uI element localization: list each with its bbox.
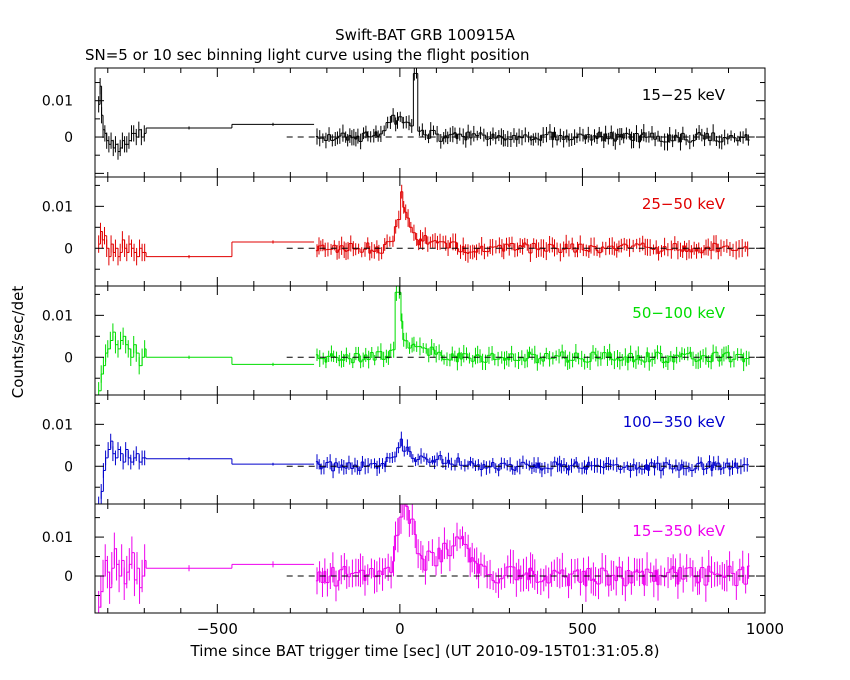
y-tick-label: 0.01 (42, 308, 73, 324)
y-tick-label: 0.01 (42, 94, 73, 110)
x-tick-label: 1000 (746, 620, 784, 638)
x-tick-label: 0 (395, 620, 405, 638)
band-label: 100−350 keV (623, 413, 726, 431)
y-tick-label: 0 (64, 569, 73, 585)
panel-frame (94, 394, 766, 505)
y-tick-label: 0 (64, 241, 73, 257)
panel-1: 0 0.01 25−50 keV (42, 176, 766, 287)
y-axis-label: Counts/sec/det (9, 286, 27, 399)
x-tick-label: −500 (197, 620, 238, 638)
panel-frame (94, 176, 766, 287)
x-tick-labels: −500 0 500 1000 (197, 620, 784, 638)
y-tick-label: 0.01 (42, 530, 73, 546)
chart-subtitle: SN=5 or 10 sec binning light curve using… (85, 46, 530, 64)
x-tick-label: 500 (568, 620, 597, 638)
chart-title: Swift-BAT GRB 100915A (335, 26, 515, 44)
panels: 0 0.01 15−25 keV 0 0.01 25−50 keV 0 0.01 50−100 … (42, 67, 766, 614)
band-label: 15−25 keV (642, 86, 726, 104)
panel-3: 0 0.01 100−350 keV (42, 394, 766, 505)
y-tick-label: 0 (64, 350, 73, 366)
y-tick-label: 0.01 (42, 417, 73, 433)
band-label: 25−50 keV (642, 195, 726, 213)
y-tick-label: 0 (64, 130, 73, 146)
band-label: 50−100 keV (632, 304, 725, 322)
panel-frame (94, 67, 766, 178)
panel-0: 0 0.01 15−25 keV (42, 67, 766, 178)
y-tick-label: 0 (64, 459, 73, 475)
panel-2: 0 0.01 50−100 keV (42, 285, 766, 396)
x-axis-label: Time since BAT trigger time [sec] (UT 20… (190, 642, 660, 660)
panel-frame (94, 503, 766, 614)
y-tick-label: 0.01 (42, 199, 73, 215)
band-label: 15−350 keV (632, 522, 725, 540)
panel-frame (94, 285, 766, 396)
panel-4: 0 0.01 15−350 keV (42, 503, 766, 614)
